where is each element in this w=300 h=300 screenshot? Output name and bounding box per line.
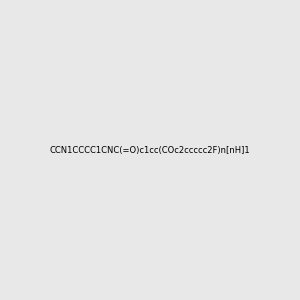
Text: CCN1CCCC1CNC(=O)c1cc(COc2ccccc2F)n[nH]1: CCN1CCCC1CNC(=O)c1cc(COc2ccccc2F)n[nH]1 [50,146,250,154]
